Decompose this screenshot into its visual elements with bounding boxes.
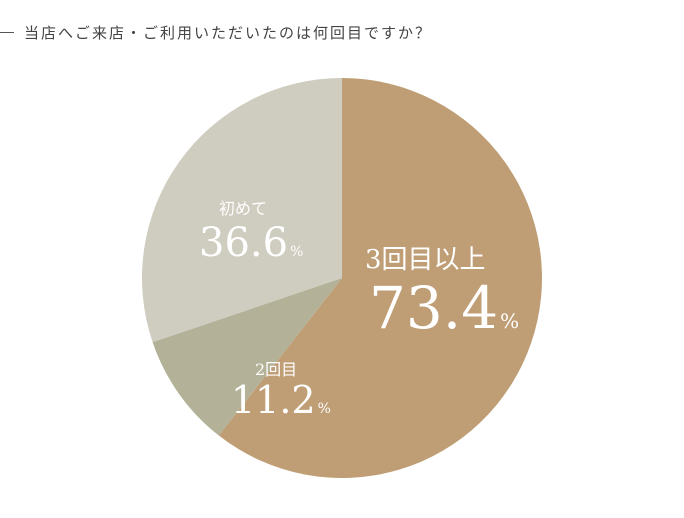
slice-value-number-first-time: 36.6 <box>199 220 288 266</box>
slice-label-3rd-or-more: 3回目以上 <box>365 245 486 275</box>
slice-label-first-time: 初めて <box>219 199 267 218</box>
slice-value-unit-3rd-or-more: % <box>500 309 519 333</box>
slice-value-unit-first-time: % <box>290 244 303 260</box>
slice-value-number-3rd-or-more: 73.4 <box>369 274 498 342</box>
chart-title-row: 当店へご来店・ご利用いただいたのは何回目ですか？ <box>0 20 432 44</box>
slice-3rd-or-more <box>218 78 542 479</box>
slice-first-time <box>141 77 342 343</box>
slice-value-3rd-or-more: 73.4% <box>369 274 519 342</box>
slice-value-number-2nd: 11.2 <box>231 378 316 422</box>
slice-label-2nd: 2回目 <box>255 360 297 379</box>
slice-value-first-time: 36.6% <box>199 220 303 266</box>
pie-slices <box>141 77 542 479</box>
slice-value-unit-2nd: % <box>318 401 331 417</box>
chart-title: 当店へご来店・ご利用いただいたのは何回目ですか？ <box>24 23 433 42</box>
slice-value-2nd: 11.2% <box>231 378 331 422</box>
slice-2nd <box>152 278 342 436</box>
title-dash <box>0 31 14 33</box>
